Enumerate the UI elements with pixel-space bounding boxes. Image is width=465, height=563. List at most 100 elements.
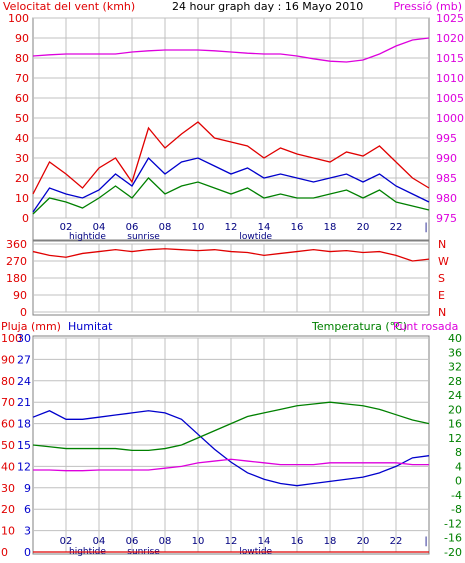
humidity-tick-label: 21 [17, 396, 31, 409]
temperature-tick-label: -12 [444, 517, 462, 530]
wind-tick-label: 20 [15, 172, 29, 185]
pressure-tick-label: 995 [436, 132, 457, 145]
temperature-tick-label: 36 [448, 346, 462, 359]
x-tick-label: 08 [159, 536, 172, 547]
wind-tick-label: 10 [15, 192, 29, 205]
tide-annotation: lowtide [239, 232, 272, 242]
x-tick-label: 10 [192, 222, 205, 233]
rain-tick-label: 80 [1, 375, 15, 388]
humidity-tick-label: 18 [17, 418, 31, 431]
pressure-tick-label: 1025 [436, 12, 464, 25]
temperature-tick-label: -4 [451, 489, 462, 502]
humidity-tick-label: 15 [17, 439, 31, 452]
compass-label: E [438, 289, 445, 302]
pressure-tick-label: 1010 [436, 72, 464, 85]
x-tick-label: 14 [258, 536, 271, 547]
rain-tick-label: 100 [1, 332, 22, 345]
compass-label: N [438, 306, 446, 319]
temperature-tick-label: -20 [444, 546, 462, 559]
wind-speed-label: Velocitat del vent (kmh) [3, 0, 135, 13]
chart-title: 24 hour graph day : 16 Mayo 2010 [172, 0, 363, 13]
temperature-tick-label: 8 [455, 446, 462, 459]
wind-tick-label: 70 [15, 72, 29, 85]
pressure-tick-label: 975 [436, 212, 457, 225]
temperature-tick-label: 12 [448, 432, 462, 445]
wind-tick-label: 50 [15, 112, 29, 125]
x-tick-label: 06 [126, 222, 139, 233]
humidity-tick-label: 9 [24, 482, 31, 495]
humidity-tick-label: 6 [24, 503, 31, 516]
direction-tick-label: 180 [6, 272, 27, 285]
temperature-tick-label: -16 [444, 532, 462, 545]
dewpoint-label: Punt rosada [393, 320, 458, 333]
pressure-tick-label: 1005 [436, 92, 464, 105]
rain-tick-label: 90 [1, 353, 15, 366]
rain-tick-label: 40 [1, 460, 15, 473]
humidity-tick-label: 0 [24, 546, 31, 559]
x-tick-label: 02 [60, 536, 73, 547]
humidity-temp-series-line [32, 410, 430, 487]
x-tick-label: | [424, 222, 427, 233]
x-tick-label: 18 [324, 222, 337, 233]
wind-tick-label: 0 [22, 212, 29, 225]
humidity-tick-label: 24 [17, 375, 31, 388]
temperature-tick-label: 16 [448, 418, 462, 431]
compass-label: S [438, 272, 445, 285]
rain-tick-label: 20 [1, 503, 15, 516]
x-tick-label: 12 [225, 222, 238, 233]
humidity-temp-series-line [32, 401, 430, 452]
series [32, 37, 430, 553]
wind-tick-label: 40 [15, 132, 29, 145]
temperature-tick-label: -8 [451, 503, 462, 516]
pressure-tick-label: 1015 [436, 52, 464, 65]
x-tick-label: 22 [390, 222, 403, 233]
x-tick-label: 20 [357, 536, 370, 547]
rain-tick-label: 70 [1, 396, 15, 409]
pressure-tick-label: 980 [436, 192, 457, 205]
sunrise-annotation: sunrise [127, 232, 160, 242]
wind-tick-label: 90 [15, 32, 29, 45]
humidity-tick-label: 30 [17, 332, 31, 345]
humidity-label: Humitat [68, 320, 113, 333]
wind-tick-label: 100 [8, 12, 29, 25]
pressure-label: Pressió (mb) [393, 0, 462, 13]
wind-tick-label: 30 [15, 152, 29, 165]
pressure-tick-label: 1000 [436, 112, 464, 125]
pressure-tick-label: 1020 [436, 32, 464, 45]
direction-tick-label: 90 [13, 289, 27, 302]
temperature-tick-label: 40 [448, 332, 462, 345]
humidity-temp-series-line [33, 458, 429, 472]
x-tick-label: 22 [390, 536, 403, 547]
direction-series-line [32, 248, 430, 262]
temperature-tick-label: 28 [448, 375, 462, 388]
x-tick-label: | [424, 536, 427, 547]
x-tick-label: 10 [192, 536, 205, 547]
pressure-tick-label: 990 [436, 152, 457, 165]
humidity-tick-label: 12 [17, 460, 31, 473]
wind-series-line [32, 156, 430, 213]
x-tick-label: 02 [60, 222, 73, 233]
compass-label: N [438, 238, 446, 251]
wind-series-line [32, 37, 430, 63]
temperature-tick-label: 4 [455, 460, 462, 473]
temperature-tick-label: 0 [455, 475, 462, 488]
pressure-tick-label: 985 [436, 172, 457, 185]
wind-series-line [32, 121, 430, 195]
x-tick-label: 12 [225, 536, 238, 547]
rain-tick-label: 60 [1, 418, 15, 431]
rain-tick-label: 30 [1, 482, 15, 495]
wind-tick-label: 60 [15, 92, 29, 105]
temperature-label: Temperatura (°C) [311, 320, 407, 333]
x-tick-label: 04 [93, 536, 106, 547]
x-tick-label: 08 [159, 222, 172, 233]
rain-tick-label: 10 [1, 525, 15, 538]
humidity-tick-label: 27 [17, 353, 31, 366]
x-tick-label: 16 [291, 536, 304, 547]
wind-series-line [32, 177, 430, 215]
rain-tick-label: 0 [1, 546, 8, 559]
tide-annotation: hightide [69, 232, 106, 242]
temperature-tick-label: 32 [448, 361, 462, 374]
temperature-tick-label: 24 [448, 389, 462, 402]
